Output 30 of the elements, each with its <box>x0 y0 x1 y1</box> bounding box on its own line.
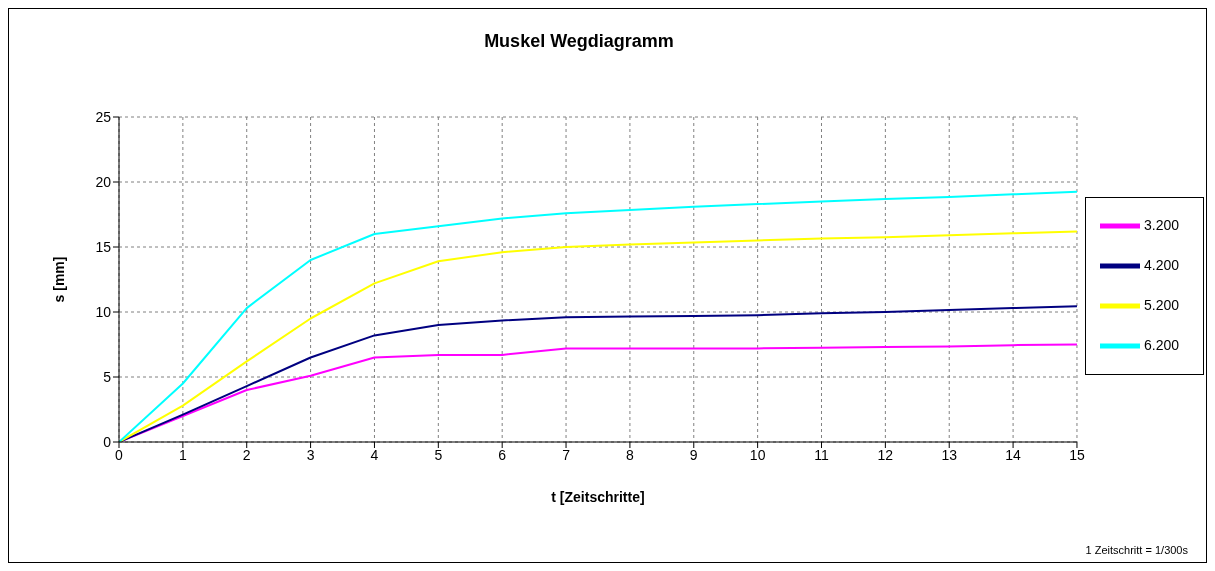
x-tick-label: 2 <box>242 446 251 463</box>
x-tick-label: 8 <box>626 446 635 463</box>
y-tick-label: 5 <box>103 368 112 385</box>
x-tick-label: 7 <box>562 446 571 463</box>
y-tick-label: 0 <box>103 433 112 450</box>
x-tick-label: 12 <box>877 446 894 463</box>
x-tick-label: 10 <box>749 446 766 463</box>
x-axis-title: t [Zeitschritte] <box>551 489 645 505</box>
y-axis-title: s [mm] <box>50 256 67 303</box>
x-tick-label: 6 <box>498 446 507 463</box>
chart-title: Muskel Wegdiagramm <box>483 31 675 52</box>
x-tick-label: 1 <box>178 446 187 463</box>
legend-label: 5.200 <box>1143 296 1179 313</box>
x-tick-label: 13 <box>941 446 958 463</box>
y-tick-label: 20 <box>95 173 112 190</box>
y-tick-label: 25 <box>95 108 112 125</box>
x-tick-label: 5 <box>434 446 443 463</box>
y-tick-label: 15 <box>95 238 112 255</box>
text: 1 Zeitschritt = 1/300s <box>1085 544 1188 556</box>
x-tick-label: 14 <box>1005 446 1022 463</box>
legend-label: 3.200 <box>1143 216 1179 233</box>
x-tick-label: 9 <box>689 446 698 463</box>
y-tick-label: 10 <box>95 303 112 320</box>
legend-label: 4.200 <box>1143 256 1179 273</box>
x-tick-label: 4 <box>370 446 379 463</box>
x-tick-label: 15 <box>1069 446 1085 463</box>
x-tick-label: 0 <box>115 446 124 463</box>
x-tick-label: 3 <box>306 446 315 463</box>
legend-label: 6.200 <box>1143 336 1179 353</box>
x-tick-label: 11 <box>814 446 829 463</box>
